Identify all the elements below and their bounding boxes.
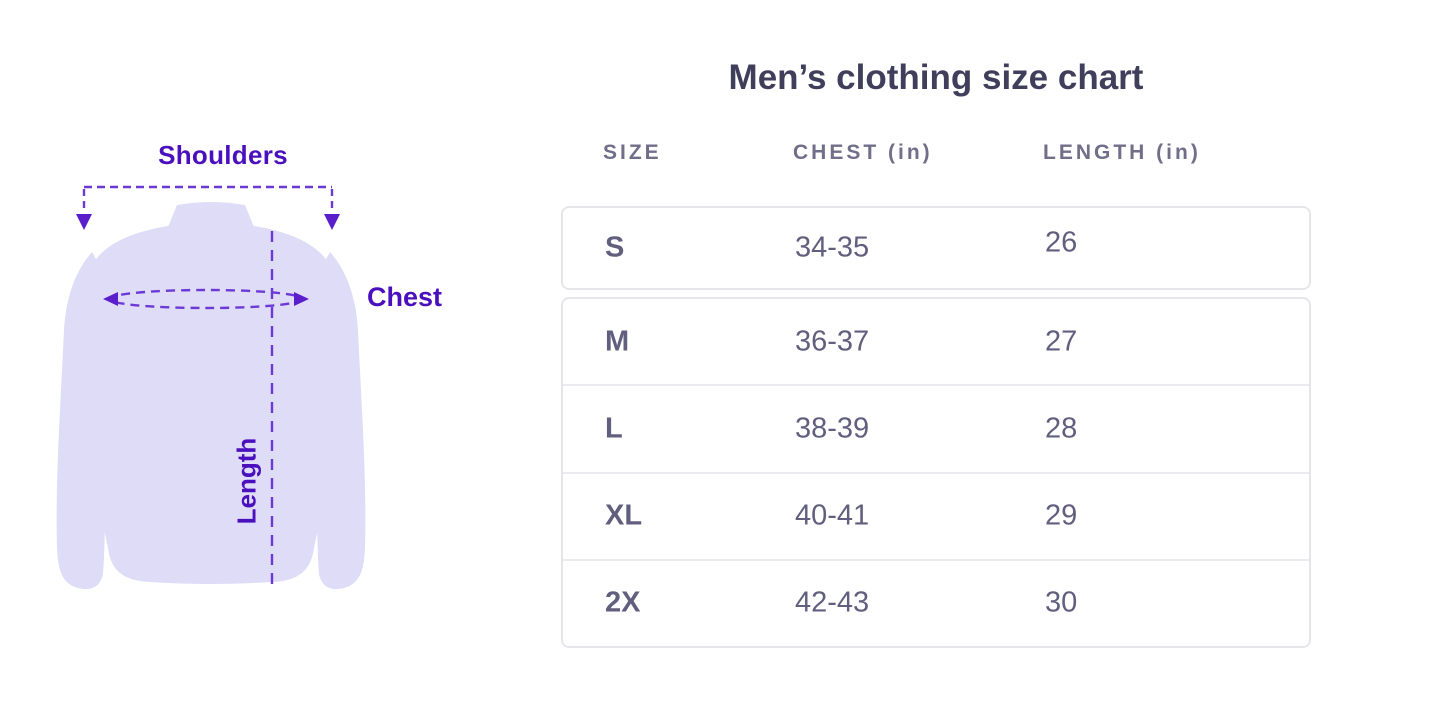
table-row: L 38-39 28 [563, 384, 1309, 471]
column-header-length: LENGTH (in) [1043, 141, 1201, 164]
arrow-down-right-icon [324, 214, 340, 230]
size-cell: 2X [605, 586, 641, 619]
size-cell: L [605, 412, 623, 445]
size-cell: XL [605, 499, 643, 532]
length-label: Length [231, 437, 262, 525]
shirt-torso-shape [77, 226, 345, 584]
arrow-down-left-icon [76, 214, 92, 230]
length-cell: 29 [1045, 499, 1078, 532]
chest-cell: 42-43 [795, 586, 870, 619]
chest-cell: 38-39 [795, 412, 870, 445]
table-row: XL 40-41 29 [563, 471, 1309, 559]
arrow-right-icon [294, 292, 309, 306]
table-header-row: SIZE CHEST (in) LENGTH (in) [561, 141, 1311, 167]
chest-measure-ellipse [103, 288, 309, 310]
table-body: M 36-37 27 L 38-39 28 XL 40-41 29 2X 42-… [561, 297, 1311, 648]
shirt-left-sleeve-shape [56, 252, 114, 590]
shoulders-label: Shoulders [158, 140, 288, 170]
shirt-collar-shape [168, 202, 254, 227]
size-cell: M [605, 325, 630, 358]
chest-cell: 34-35 [795, 231, 870, 264]
table-row: S 34-35 26 [561, 206, 1311, 290]
size-cell: S [605, 231, 625, 264]
table-row: M 36-37 27 [563, 299, 1309, 384]
chest-cell: 36-37 [795, 325, 870, 358]
table-row: 2X 42-43 30 [563, 558, 1309, 646]
shirt-right-sleeve-shape [308, 252, 366, 590]
length-cell: 26 [1045, 226, 1078, 259]
shirt-diagram-illustration [56, 185, 366, 590]
shoulders-measure-bracket [76, 185, 340, 230]
chest-label: Chest [367, 282, 443, 312]
length-cell: 27 [1045, 325, 1078, 358]
column-header-chest: CHEST (in) [793, 141, 933, 164]
arrow-left-icon [103, 292, 118, 306]
page-title: Men’s clothing size chart [728, 58, 1144, 97]
length-cell: 30 [1045, 586, 1078, 619]
length-cell: 28 [1045, 412, 1078, 445]
chest-cell: 40-41 [795, 499, 870, 532]
column-header-size: SIZE [603, 141, 662, 164]
